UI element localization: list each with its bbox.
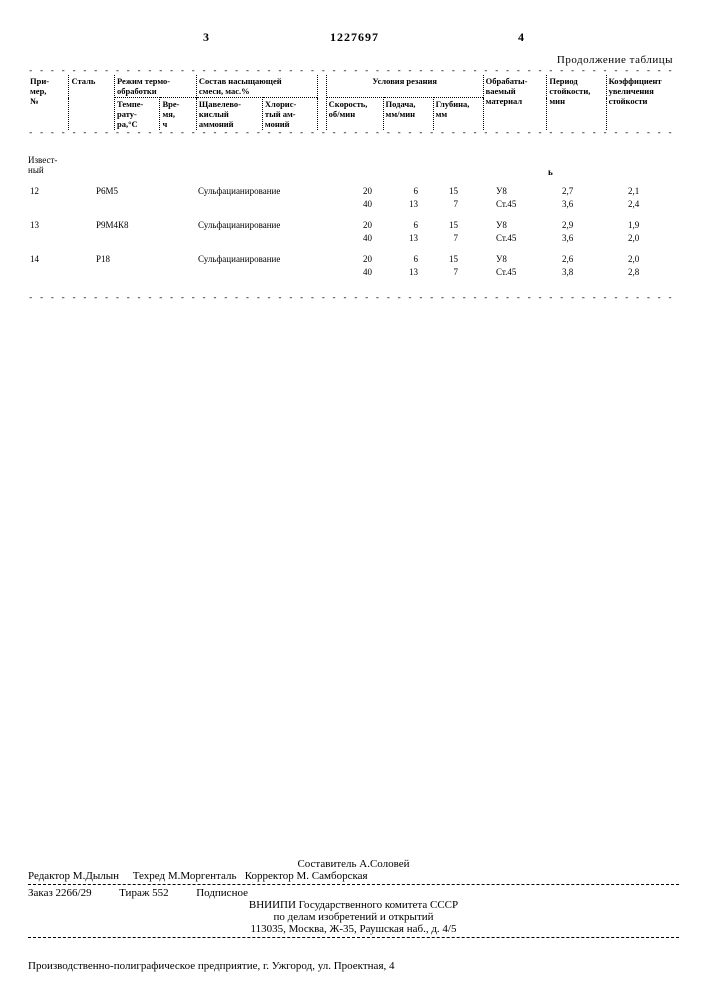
hdr-material: Обрабаты- ваемый материал [483,75,547,130]
table-rule-bottom: - - - - - - - - - - - - - - - - - - - - … [28,295,679,302]
cell-depth: 15 [440,185,458,197]
cell-feed: 6 [400,253,418,265]
cell-steel: Р9М4К8 [96,219,129,231]
table-rule-top: - - - - - - - - - - - - - - - - - - - - … [28,68,679,75]
cell-depth: 7 [440,266,458,278]
cell-coef: 2,8 [628,266,639,278]
table-rule-mid: - - - - - - - - - - - - - - - - - - - - … [28,130,679,137]
patent-number: 1227697 [330,30,379,45]
cell-n: 13 [30,219,39,231]
footer-editor: Редактор М.Дылын [28,870,119,882]
cell-period: 2,6 [562,253,573,265]
footer-block: Составитель А.Соловей Редактор М.Дылын Т… [28,858,679,940]
footer-tech: Техред М.Моргенталь [133,870,237,882]
cell-process: Сульфацианирование [198,185,280,197]
cell-steel: Р18 [96,253,110,265]
cell-period: 3,6 [562,198,573,210]
hdr-oxalate: Щавелево- кислый аммоний [196,98,262,131]
cell-coef: 1,9 [628,219,639,231]
footer-order-row: Заказ 2266/29 Тираж 552 Подписное [28,887,679,899]
hdr-temp: Темпе- рату- ра,°С [114,98,160,131]
hdr-period: Период стойкости, мин [547,75,606,130]
cell-speed: 20 [350,219,372,231]
cell-process: Сульфацианирование [198,219,280,231]
footer-tiraz: Тираж 552 [119,887,169,899]
cell-period: 3,6 [562,232,573,244]
cell-coef: 2,0 [628,253,639,265]
table-row: 40 13 7 Ст.45 3,8 2,8 [28,266,679,279]
cell-material: Ст.45 [496,232,516,244]
cell-speed: 20 [350,253,372,265]
cell-depth: 7 [440,232,458,244]
footer-org2: по делам изобретений и открытий [28,911,679,923]
cell-n: 12 [30,185,39,197]
hdr-coef: Коэффициент увеличения стойкости [606,75,679,130]
hdr-mix: Состав насыщающей смеси, мас.% [196,75,317,98]
cell-depth: 15 [440,253,458,265]
cell-speed: 20 [350,185,372,197]
cell-period: 3,8 [562,266,573,278]
table-row: 40 13 7 Ст.45 3,6 2,4 [28,198,679,211]
footer-credits-row: Редактор М.Дылын Техред М.Моргенталь Кор… [28,870,679,882]
hdr-depth: Глубина, мм [433,98,483,131]
table-row: 12 Р6М5 Сульфацианирование 20 6 15 У8 2,7 2,1 [28,185,679,198]
cell-feed: 13 [400,198,418,210]
hdr-time: Вре- мя, ч [160,98,196,131]
page: 3 1227697 4 Продолжение таблицы - - - - … [0,0,707,1000]
cell-feed: 13 [400,232,418,244]
footer-press: Производственно-полиграфическое предприя… [28,960,679,972]
cell-depth: 15 [440,219,458,231]
col-num-right: 4 [518,30,524,45]
hdr-chloride: Хлорис- тый ам- моний [262,98,317,131]
cell-material: У8 [496,219,507,231]
known-label: Извест- ный [28,155,679,175]
table-row: 40 13 7 Ст.45 3,6 2,0 [28,232,679,245]
cell-period: 2,7 [562,185,573,197]
footer-order: Заказ 2266/29 [28,887,92,899]
hdr-feed: Подача, мм/мин [383,98,433,131]
cell-feed: 13 [400,266,418,278]
col-num-left: 3 [203,30,209,45]
footer-rule-2 [28,937,679,938]
footer-corrector: Корректор М. Самборская [245,870,368,882]
cell-n: 14 [30,253,39,265]
table-row: 14 Р18 Сульфацианирование 20 6 15 У8 2,6 2,0 [28,253,679,266]
cell-process: Сульфацианирование [198,253,280,265]
cell-steel: Р6М5 [96,185,118,197]
stray-mark: ь [548,167,553,177]
hdr-thermo: Режим термо- обработки [114,75,196,98]
cell-speed: 40 [350,232,372,244]
top-number-row: 3 1227697 4 [28,30,679,54]
hdr-steel: Сталь [69,75,115,130]
cell-material: Ст.45 [496,266,516,278]
footer-compiler: Составитель А.Соловей [28,858,679,870]
cell-speed: 40 [350,266,372,278]
footer-org1: ВНИИПИ Государственного комитета СССР [28,899,679,911]
cell-coef: 2,1 [628,185,639,197]
cell-feed: 6 [400,219,418,231]
footer-addr: 113035, Москва, Ж-35, Раушская наб., д. … [28,923,679,935]
cell-feed: 6 [400,185,418,197]
continuation-label: Продолжение таблицы [28,54,679,66]
hdr-cutting: Условия резания [326,75,483,98]
footer-podpis: Подписное [196,887,248,899]
cell-depth: 7 [440,198,458,210]
cell-speed: 40 [350,198,372,210]
table-body: 12Р6М5Сульфацианирование20615У82,72,1401… [28,185,679,287]
footer-rule-1 [28,884,679,885]
table-header: При- мер, № Сталь Режим термо- обработки… [28,75,679,130]
cell-material: Ст.45 [496,198,516,210]
cell-material: У8 [496,185,507,197]
table-row: 13 Р9М4К8 Сульфацианирование 20 6 15 У8 2,9 1,9 [28,219,679,232]
cell-period: 2,9 [562,219,573,231]
cell-material: У8 [496,253,507,265]
hdr-blank [317,75,326,130]
cell-coef: 2,0 [628,232,639,244]
hdr-speed: Скорость, об/мин [326,98,383,131]
cell-coef: 2,4 [628,198,639,210]
hdr-primer: При- мер, № [28,75,69,130]
